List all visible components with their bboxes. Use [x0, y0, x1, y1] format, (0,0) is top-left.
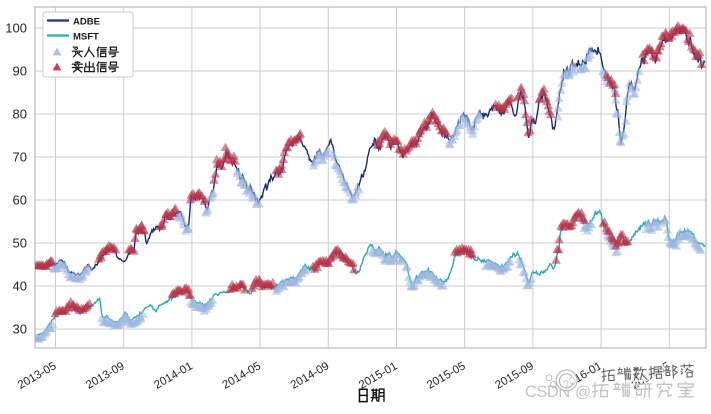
svg-text:70: 70	[13, 150, 27, 165]
svg-text:ADBE: ADBE	[73, 17, 100, 28]
svg-text:30: 30	[13, 322, 27, 337]
svg-text:40: 40	[13, 279, 27, 294]
svg-text:100: 100	[5, 21, 27, 36]
svg-text:80: 80	[13, 107, 27, 122]
svg-text:50: 50	[13, 236, 27, 251]
svg-text:@: @	[575, 384, 591, 401]
svg-text:MSFT: MSFT	[73, 32, 99, 43]
svg-text:60: 60	[13, 193, 27, 208]
svg-text:90: 90	[13, 64, 27, 79]
